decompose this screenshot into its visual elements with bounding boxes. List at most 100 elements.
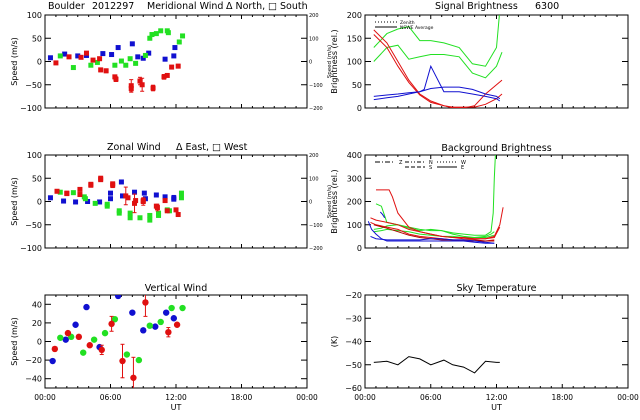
data-point — [111, 315, 119, 323]
y2-tick-label: −200 — [309, 246, 323, 252]
data-point — [179, 304, 186, 312]
data-point — [75, 53, 81, 59]
x-axis-label: UT — [491, 403, 502, 412]
data-point — [109, 52, 115, 58]
data-point — [57, 189, 63, 195]
y2-tick-label: 100 — [309, 36, 319, 42]
data-point — [77, 186, 83, 192]
data-point — [57, 334, 64, 341]
chart-title: Zonal Wind — [107, 142, 161, 153]
data-point — [53, 60, 59, 66]
y-tick-label: 0 — [357, 104, 362, 113]
data-point — [130, 374, 137, 381]
data-point — [110, 181, 116, 187]
data-point — [169, 64, 175, 70]
data-point — [115, 45, 121, 51]
x-tick-label: 06:00 — [100, 393, 122, 402]
data-point — [161, 74, 167, 80]
y-tick-label: 150 — [347, 34, 362, 43]
data-point — [61, 198, 67, 204]
vertical-panel: −40 −20 0 20 40 Speed (m/s) 00:00 06:00 12:00 18:… — [10, 283, 318, 412]
data-point — [86, 342, 93, 349]
y-axis-label: Speed (m/s) — [10, 177, 19, 226]
data-point — [112, 74, 118, 80]
zonal-panel: −100 −50 0 50 100 −200 −100 0 100 200 Speed (m/s) S… — [10, 142, 333, 253]
data-point — [98, 177, 104, 183]
data-point — [108, 190, 113, 196]
title-legend-south: □ South — [268, 1, 308, 12]
x-axis-label: UT — [171, 403, 182, 412]
chart-title: Sky Temperature — [456, 283, 536, 294]
y2-axis-label: Speed (m/s) — [327, 185, 333, 218]
data-point — [83, 303, 90, 311]
data-point — [137, 78, 143, 84]
series-line-blue-E — [370, 235, 495, 244]
data-point — [97, 56, 103, 62]
data-point — [62, 51, 68, 57]
data-point — [72, 321, 79, 328]
data-point — [164, 72, 170, 78]
y2-tick-label: 100 — [309, 176, 319, 182]
y-tick-label: −20 — [345, 291, 362, 300]
y2-tick-label: −200 — [309, 106, 323, 112]
x-tick-label: 12:00 — [486, 393, 508, 402]
data-point — [164, 208, 170, 214]
y-tick-label: −100 — [20, 104, 42, 113]
x-tick-label: 00:00 — [296, 393, 318, 402]
data-point — [125, 195, 131, 201]
data-point — [108, 196, 113, 202]
data-point — [146, 50, 152, 56]
data-point — [175, 212, 181, 218]
title-suffix: 6300 — [535, 1, 559, 12]
data-point — [135, 356, 143, 364]
vertical-plot-area — [49, 295, 186, 388]
y2-tick-label: 200 — [309, 13, 319, 19]
data-point — [66, 54, 72, 60]
zonal-plot-area — [47, 175, 184, 223]
x-tick-label: 00:00 — [34, 393, 56, 402]
data-point — [140, 55, 146, 61]
data-point — [83, 50, 89, 56]
y2-tick-label: 0 — [309, 200, 312, 206]
data-point — [133, 198, 139, 204]
y-tick-label: −50 — [25, 221, 42, 230]
data-point — [78, 54, 84, 60]
data-point — [127, 210, 133, 216]
y-tick-label: 40 — [32, 300, 42, 309]
data-point — [132, 189, 138, 195]
x-tick-label: 12:00 — [165, 393, 187, 402]
y-tick-label: 50 — [352, 81, 362, 90]
data-point — [57, 53, 63, 59]
data-point — [140, 327, 147, 334]
data-point — [133, 60, 139, 66]
series-line-green-W — [373, 228, 495, 238]
meridional-frame — [44, 14, 308, 109]
data-point — [112, 62, 118, 68]
series-line-blue-zenith — [373, 64, 501, 102]
y2-tick-label: −100 — [309, 223, 323, 229]
data-point — [162, 194, 168, 200]
legend-label: Z — [399, 160, 403, 166]
y-tick-label: 50 — [32, 174, 42, 183]
data-point — [180, 33, 186, 39]
data-point — [139, 82, 145, 88]
y-tick-label: 50 — [32, 34, 42, 43]
title-legend-east: Δ East, — [176, 142, 209, 153]
legend-label: NSWE Average — [400, 25, 434, 31]
data-point — [88, 62, 94, 68]
y-tick-label: 0 — [357, 244, 362, 253]
y-tick-label: 0 — [37, 338, 42, 347]
data-point — [171, 53, 177, 59]
legend-label: S — [429, 165, 432, 171]
data-point — [54, 188, 60, 194]
data-point — [114, 295, 122, 300]
data-point — [153, 31, 159, 37]
data-point — [170, 315, 178, 322]
data-point — [142, 52, 148, 58]
data-point — [140, 198, 146, 204]
data-point — [173, 321, 181, 328]
data-point — [147, 35, 153, 41]
y-tick-label: 400 — [347, 151, 362, 160]
y-axis-label: Speed (m/s) — [10, 317, 19, 366]
